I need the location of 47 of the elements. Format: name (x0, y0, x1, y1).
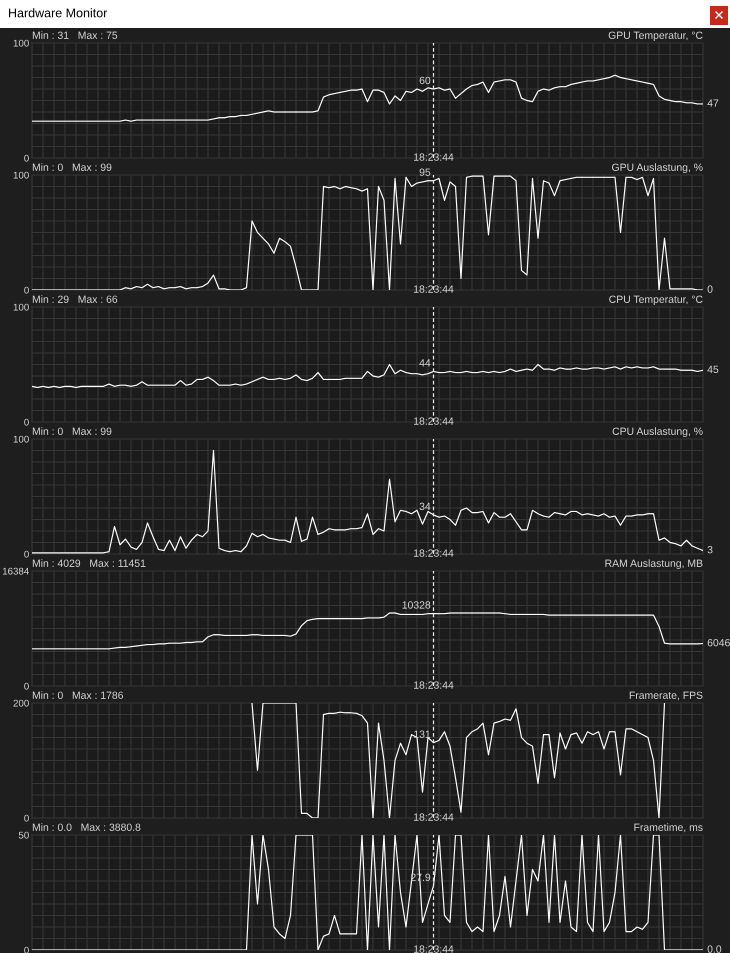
chart-title: RAM Auslastung, MB (605, 559, 702, 569)
data-label: 0.0 (708, 945, 722, 953)
data-label: 95 (420, 168, 430, 176)
y-tick-label: 0 (24, 154, 29, 162)
y-tick-label: 0 (24, 682, 29, 690)
chart-subtitle: Min : 31 Max : 75 (32, 31, 118, 39)
y-tick-label: 100 (14, 172, 29, 179)
y-tick-label: 16384 (2, 568, 29, 575)
data-label: 0 (708, 285, 713, 293)
chart-subtitle: Min : 0 Max : 99 (32, 163, 112, 171)
y-tick-label: 100 (14, 436, 29, 443)
y-tick-label: 0 (24, 418, 29, 426)
chart-subtitle: Min : 0 Max : 1786 (32, 691, 124, 699)
chart-title: GPU Temperatur, °C (608, 32, 703, 41)
y-tick-label: 200 (13, 700, 29, 707)
data-label: 45 (707, 366, 718, 374)
data-label: 131 (414, 730, 430, 738)
data-label: 6046 (708, 638, 730, 646)
chart-subtitle: Min : 0 Max : 99 (32, 427, 112, 435)
y-tick-label: 50 (18, 832, 29, 839)
chart-title: Framerate, FPS (630, 692, 703, 700)
chart-title: CPU Temperatur, °C (609, 296, 703, 305)
annotation: 18:23:44 (414, 813, 454, 821)
chart-title: GPU Auslastung, % (612, 163, 703, 173)
data-label: 34 (420, 502, 430, 510)
chart-title: Frametime, ms (634, 823, 703, 832)
y-tick-label: 100 (14, 304, 29, 311)
annotation: 18:23:44 (414, 549, 454, 557)
data-label: 47 (707, 99, 718, 107)
annotation: 18:23:44 (414, 945, 454, 953)
data-label: 3 (708, 546, 712, 554)
annotation: 18:23:44 (414, 417, 454, 425)
chart-title: CPU Auslastung, % (612, 427, 703, 437)
data-label: 10328 (402, 601, 430, 609)
chart-subtitle: Min : 0.0 Max : 3880.8 (32, 823, 140, 831)
annotation: 18:23:44 (414, 681, 454, 689)
data-label: 44 (419, 359, 430, 366)
y-tick-label: 100 (14, 40, 29, 47)
y-tick-label: 0 (24, 286, 29, 294)
y-tick-label: 0 (24, 814, 29, 822)
chart-subtitle: Min : 29 Max : 66 (32, 295, 118, 303)
data-label: 60 (420, 76, 430, 84)
text: Hardware Monitor (9, 8, 108, 18)
y-tick-label: 0 (24, 550, 29, 558)
annotation: 18:23:44 (414, 285, 454, 293)
chart-subtitle: Min : 4029 Max : 11451 (32, 559, 146, 567)
annotation: 18:23:44 (414, 153, 454, 161)
